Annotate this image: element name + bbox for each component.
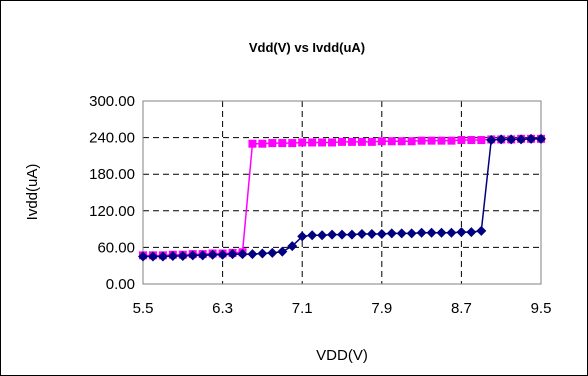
data-point xyxy=(337,229,347,240)
data-point xyxy=(377,137,386,146)
y-tick-labels: 0.00 60.00 120.00 180.00 240.00 300.00 xyxy=(89,93,135,293)
chart-title: Vdd(V) vs Ivdd(uA) xyxy=(249,40,365,55)
series-layer xyxy=(138,133,546,262)
data-point xyxy=(506,134,517,145)
data-point xyxy=(298,138,307,147)
x-tick-label: 7.1 xyxy=(292,300,313,317)
data-point xyxy=(376,228,387,239)
x-tick-label: 5.5 xyxy=(133,300,154,317)
data-point xyxy=(436,227,447,238)
data-point xyxy=(387,137,396,146)
data-point xyxy=(406,228,417,239)
data-point xyxy=(516,134,527,145)
data-point xyxy=(397,137,406,146)
series-2 xyxy=(138,133,546,262)
data-point xyxy=(138,251,148,262)
y-tick-label: 180.00 xyxy=(89,166,135,183)
x-tick-label: 8.7 xyxy=(451,300,472,317)
data-point xyxy=(307,230,318,241)
data-point xyxy=(396,228,407,239)
data-point xyxy=(446,227,457,238)
data-point xyxy=(247,249,258,260)
x-tick-label: 7.9 xyxy=(371,300,392,317)
data-point xyxy=(457,136,466,145)
data-point xyxy=(367,137,376,146)
data-point xyxy=(407,137,416,146)
data-point xyxy=(347,137,356,146)
data-point xyxy=(437,136,446,145)
data-point xyxy=(328,138,337,147)
data-point xyxy=(288,139,297,148)
data-point xyxy=(486,135,497,146)
data-point xyxy=(248,139,257,148)
y-tick-label: 240.00 xyxy=(89,130,135,147)
data-point xyxy=(327,229,338,240)
x-tick-label: 6.3 xyxy=(212,300,233,317)
data-point xyxy=(177,250,188,261)
data-point xyxy=(467,136,476,145)
data-point xyxy=(267,247,278,258)
x-tick-label: 9.5 xyxy=(531,300,552,317)
data-point xyxy=(268,139,277,148)
x-tick-labels: 5.5 6.3 7.1 7.9 8.7 9.5 xyxy=(133,300,552,317)
data-point xyxy=(157,251,168,262)
data-point xyxy=(338,137,346,146)
data-point xyxy=(346,229,357,240)
data-point xyxy=(197,250,208,261)
series-1 xyxy=(139,134,545,260)
y-tick-label: 60.00 xyxy=(97,239,135,256)
data-point xyxy=(147,251,158,262)
data-point xyxy=(297,231,308,242)
data-point xyxy=(318,138,327,147)
data-point xyxy=(416,227,427,238)
data-point xyxy=(317,230,328,241)
data-point xyxy=(476,225,487,236)
y-tick-label: 120.00 xyxy=(89,203,135,220)
data-point xyxy=(366,228,377,239)
data-point xyxy=(167,250,178,261)
data-point xyxy=(237,249,248,260)
data-point xyxy=(258,139,267,148)
data-point xyxy=(217,249,228,260)
y-tick-label: 0.00 xyxy=(106,276,135,293)
data-point xyxy=(257,248,268,259)
data-point xyxy=(426,227,437,238)
data-point xyxy=(417,136,426,145)
data-point xyxy=(357,137,366,146)
y-tick-label: 300.00 xyxy=(89,93,135,110)
data-point xyxy=(477,136,486,145)
data-point xyxy=(356,228,367,239)
data-point xyxy=(308,138,317,147)
data-point xyxy=(427,136,436,145)
data-point xyxy=(466,227,477,238)
data-point xyxy=(447,136,456,145)
plot-area xyxy=(142,100,542,285)
data-point xyxy=(207,249,218,260)
data-point xyxy=(526,133,537,144)
data-point xyxy=(278,139,287,148)
data-point xyxy=(287,241,298,252)
data-point xyxy=(386,228,397,239)
data-point xyxy=(187,250,198,261)
data-point xyxy=(496,134,507,145)
data-point xyxy=(227,249,238,260)
data-point xyxy=(277,246,288,257)
y-axis-label: Ivdd(uA) xyxy=(24,164,41,221)
data-point xyxy=(536,133,546,144)
data-point xyxy=(456,227,467,238)
x-axis-label: VDD(V) xyxy=(316,347,368,364)
